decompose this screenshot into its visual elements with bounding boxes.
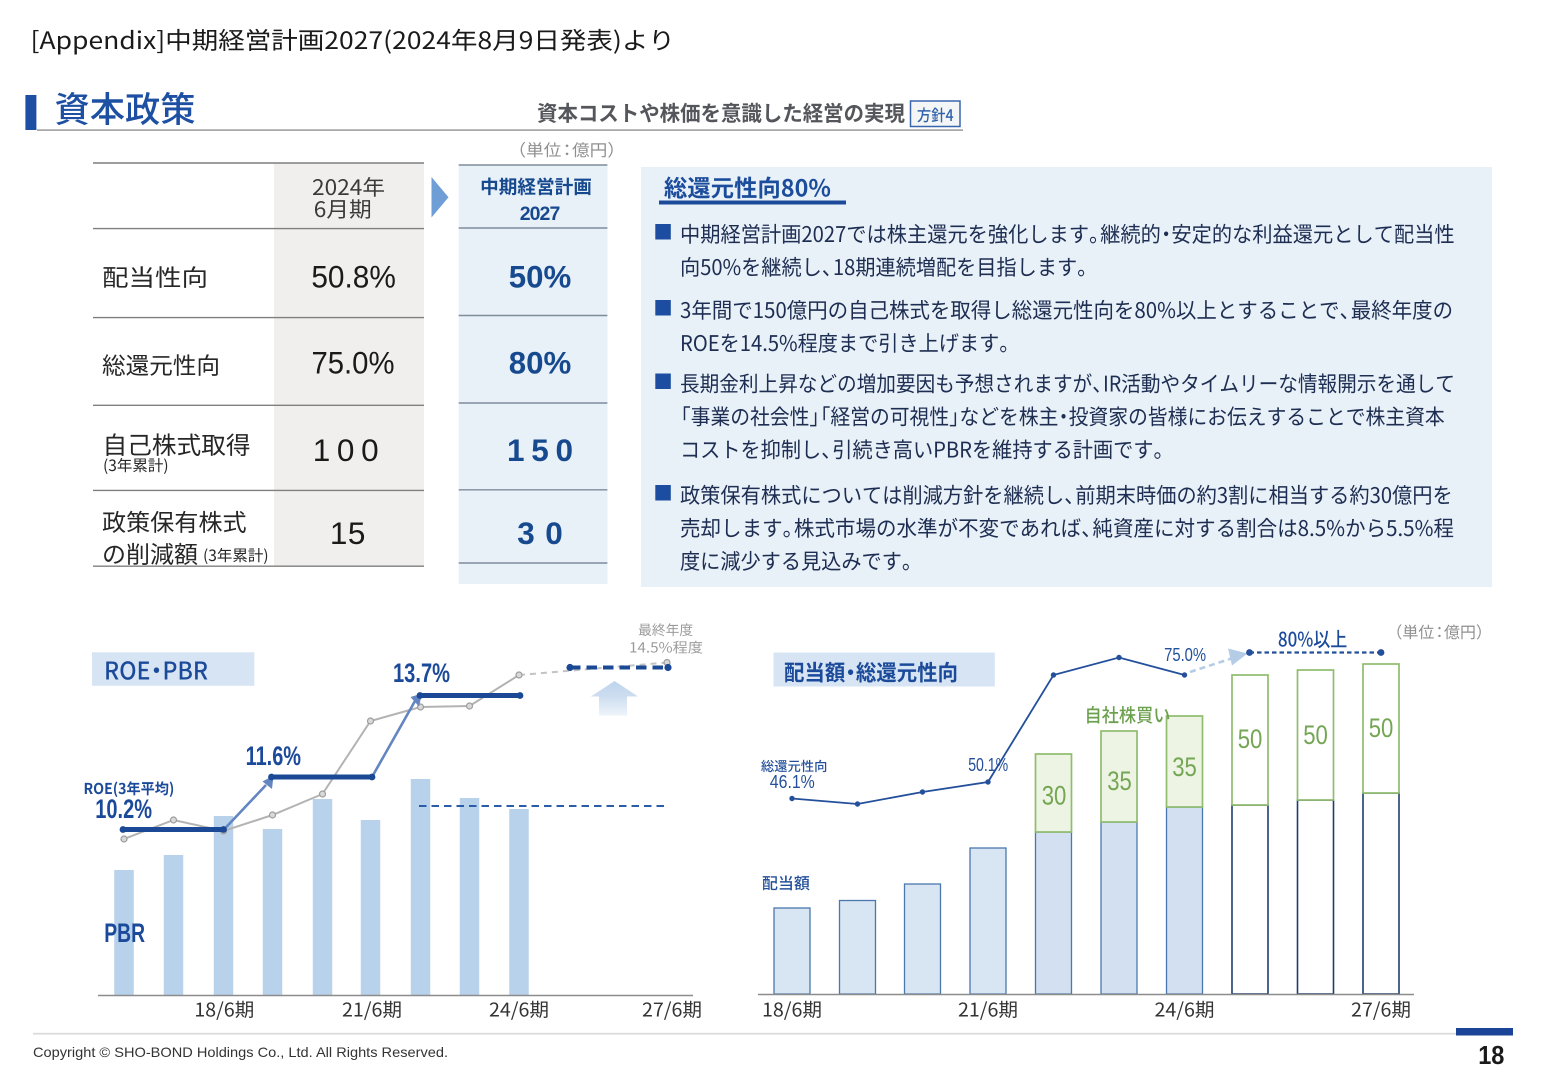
svg-text:75.0%: 75.0% [312, 345, 395, 381]
svg-text:2027: 2027 [520, 203, 561, 225]
svg-text:80%: 80% [509, 345, 572, 381]
svg-text:50%: 50% [509, 259, 572, 295]
svg-text:30: 30 [1042, 781, 1067, 811]
svg-text:75.0%: 75.0% [1164, 645, 1206, 665]
svg-text:150: 150 [507, 432, 573, 468]
svg-text:13.7%: 13.7% [393, 658, 450, 688]
svg-text:35: 35 [1172, 752, 1197, 782]
svg-text:46.1%: 46.1% [770, 772, 815, 792]
svg-text:18: 18 [1478, 1040, 1504, 1070]
svg-text:PBR: PBR [104, 918, 145, 948]
svg-text:11.6%: 11.6% [246, 741, 301, 771]
svg-text:35: 35 [1107, 766, 1132, 796]
svg-text:50: 50 [1238, 724, 1263, 754]
svg-text:50: 50 [1303, 720, 1328, 750]
svg-text:50: 50 [1369, 713, 1394, 743]
svg-text:50.8%: 50.8% [311, 259, 396, 295]
svg-text:100: 100 [313, 432, 379, 468]
svg-text:Copyright © SHO-BOND Holdings: Copyright © SHO-BOND Holdings Co., Ltd. … [33, 1045, 448, 1060]
svg-text:15: 15 [330, 515, 366, 551]
svg-text:10.2%: 10.2% [95, 794, 152, 824]
svg-text:50.1%: 50.1% [968, 755, 1008, 775]
